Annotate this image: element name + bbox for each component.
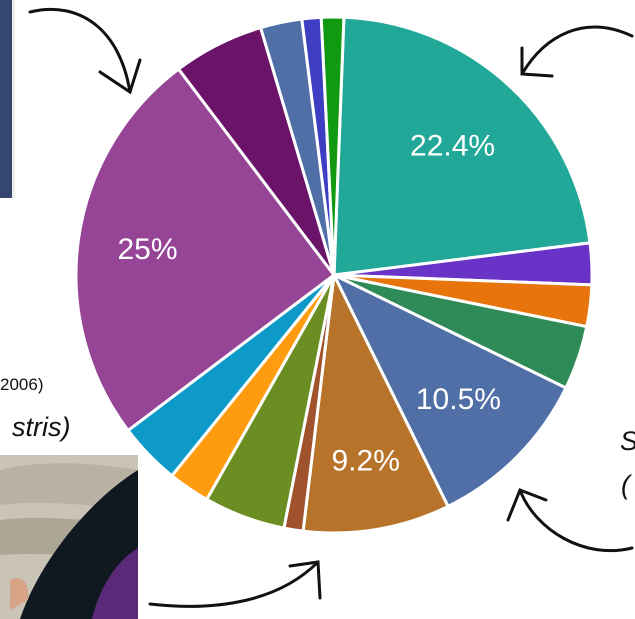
slice-label-1: 22.4% — [410, 130, 495, 163]
photo-top-left-border — [12, 0, 15, 198]
arrow-bottom-center — [148, 560, 322, 608]
pie-slice-1 — [332, 15, 592, 277]
right-paren-fragment: ( — [621, 470, 630, 500]
arrow-top-left — [28, 7, 142, 95]
species-fragment: stris) — [12, 412, 71, 442]
pie-slice-6 — [301, 269, 451, 535]
arrow-bottom-right — [506, 488, 634, 553]
pie-slice-15 — [319, 15, 346, 276]
slice-label-11: 25% — [117, 233, 177, 266]
photo-bottom-left — [0, 455, 138, 619]
year-fragment: 2006) — [0, 375, 44, 394]
pie-slice-5 — [330, 271, 568, 509]
slice-label-6: 9.2% — [332, 445, 400, 478]
slice-label-5: 10.5% — [416, 383, 501, 416]
arrow-top-right — [520, 25, 634, 78]
pie-slices — [74, 15, 594, 535]
pie-labels: 22.4% 10.5% 9.2% 25% — [117, 130, 500, 478]
pie-slice-11 — [74, 66, 337, 433]
right-letter-fragment: S — [620, 426, 635, 457]
photo-top-left — [0, 0, 12, 198]
